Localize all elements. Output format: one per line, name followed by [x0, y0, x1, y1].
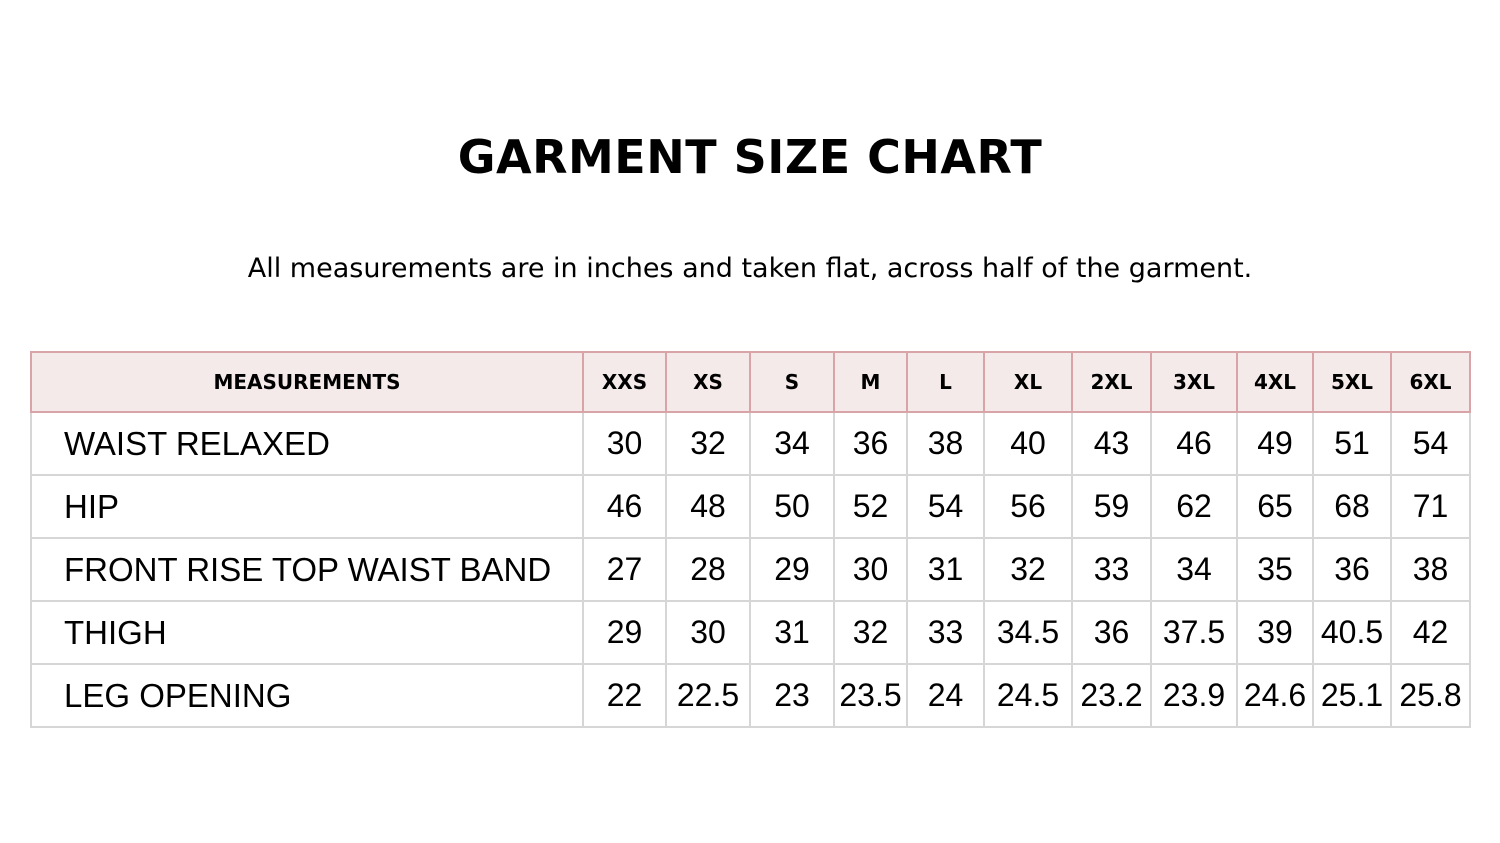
table-cell: 40 [983, 411, 1073, 476]
table-cell: 25.1 [1312, 663, 1392, 728]
table-cell: 48 [665, 474, 751, 539]
table-cell: 30 [665, 600, 751, 665]
column-header-size: 4XL [1236, 351, 1314, 413]
table-cell: 38 [1390, 537, 1471, 602]
table-row: THIGH 29 30 31 32 33 34.5 36 37.5 39 40.5 42 [30, 600, 1471, 665]
table-cell: 52 [833, 474, 908, 539]
table-cell: 71 [1390, 474, 1471, 539]
column-header-size: 5XL [1312, 351, 1392, 413]
table-cell: 25.8 [1390, 663, 1471, 728]
table-cell: 34 [749, 411, 835, 476]
header-row: MEASUREMENTS XXS XS S M L XL 2XL 3XL 4XL 5XL 6XL [30, 351, 1471, 413]
table-cell: 38 [906, 411, 985, 476]
table-cell: 36 [1312, 537, 1392, 602]
table-cell: 32 [833, 600, 908, 665]
table-row: HIP 46 48 50 52 54 56 59 62 65 68 71 [30, 474, 1471, 539]
table-row: WAIST RELAXED 30 32 34 36 38 40 43 46 49 51 54 [30, 411, 1471, 476]
column-header-size: L [906, 351, 985, 413]
table-cell: 36 [1071, 600, 1152, 665]
table-cell: 51 [1312, 411, 1392, 476]
table-cell: 23.2 [1071, 663, 1152, 728]
table-cell: 30 [833, 537, 908, 602]
table-cell: 54 [1390, 411, 1471, 476]
table-cell: 49 [1236, 411, 1314, 476]
table-cell: 62 [1150, 474, 1238, 539]
table-row: LEG OPENING 22 22.5 23 23.5 24 24.5 23.2 23.9 24.… [30, 663, 1471, 728]
table-cell: 33 [1071, 537, 1152, 602]
table-cell: 23.9 [1150, 663, 1238, 728]
table-cell: 29 [582, 600, 667, 665]
page-title: GARMENT SIZE CHART [457, 130, 1043, 184]
table-cell: 34.5 [983, 600, 1073, 665]
column-header-size: S [749, 351, 835, 413]
row-label: WAIST RELAXED [30, 411, 584, 476]
table-cell: 42 [1390, 600, 1471, 665]
column-header-size: 2XL [1071, 351, 1152, 413]
table-cell: 59 [1071, 474, 1152, 539]
column-header-size: XS [665, 351, 751, 413]
table-cell: 68 [1312, 474, 1392, 539]
table-cell: 40.5 [1312, 600, 1392, 665]
size-chart-table: MEASUREMENTS XXS XS S M L XL 2XL 3XL 4XL 5XL 6XL WA… [30, 351, 1471, 728]
table-cell: 23.5 [833, 663, 908, 728]
table-cell: 24 [906, 663, 985, 728]
table-cell: 29 [749, 537, 835, 602]
table-cell: 37.5 [1150, 600, 1238, 665]
table-row: FRONT RISE TOP WAIST BAND 27 28 29 30 31 32 33 3… [30, 537, 1471, 602]
column-header-size: 6XL [1390, 351, 1471, 413]
table-cell: 65 [1236, 474, 1314, 539]
table-cell: 31 [749, 600, 835, 665]
table-cell: 30 [582, 411, 667, 476]
table-cell: 33 [906, 600, 985, 665]
column-header-size: M [833, 351, 908, 413]
table-cell: 32 [983, 537, 1073, 602]
column-header-size: 3XL [1150, 351, 1238, 413]
table-cell: 24.6 [1236, 663, 1314, 728]
table-cell: 56 [983, 474, 1073, 539]
table-cell: 31 [906, 537, 985, 602]
table-cell: 35 [1236, 537, 1314, 602]
table-cell: 34 [1150, 537, 1238, 602]
table-cell: 36 [833, 411, 908, 476]
column-header-size: XL [983, 351, 1073, 413]
table-cell: 27 [582, 537, 667, 602]
row-label: HIP [30, 474, 584, 539]
row-label: THIGH [30, 600, 584, 665]
page-subtitle: All measurements are in inches and taken… [247, 253, 1253, 284]
table-cell: 50 [749, 474, 835, 539]
column-header-measurements: MEASUREMENTS [30, 351, 584, 413]
table-cell: 24.5 [983, 663, 1073, 728]
table-cell: 22 [582, 663, 667, 728]
table-cell: 22.5 [665, 663, 751, 728]
column-header-size: XXS [582, 351, 667, 413]
table-cell: 23 [749, 663, 835, 728]
table-cell: 54 [906, 474, 985, 539]
table-cell: 28 [665, 537, 751, 602]
table-cell: 43 [1071, 411, 1152, 476]
row-label: FRONT RISE TOP WAIST BAND [30, 537, 584, 602]
table-cell: 46 [1150, 411, 1238, 476]
row-label: LEG OPENING [30, 663, 584, 728]
table-cell: 39 [1236, 600, 1314, 665]
table-cell: 46 [582, 474, 667, 539]
table-cell: 32 [665, 411, 751, 476]
